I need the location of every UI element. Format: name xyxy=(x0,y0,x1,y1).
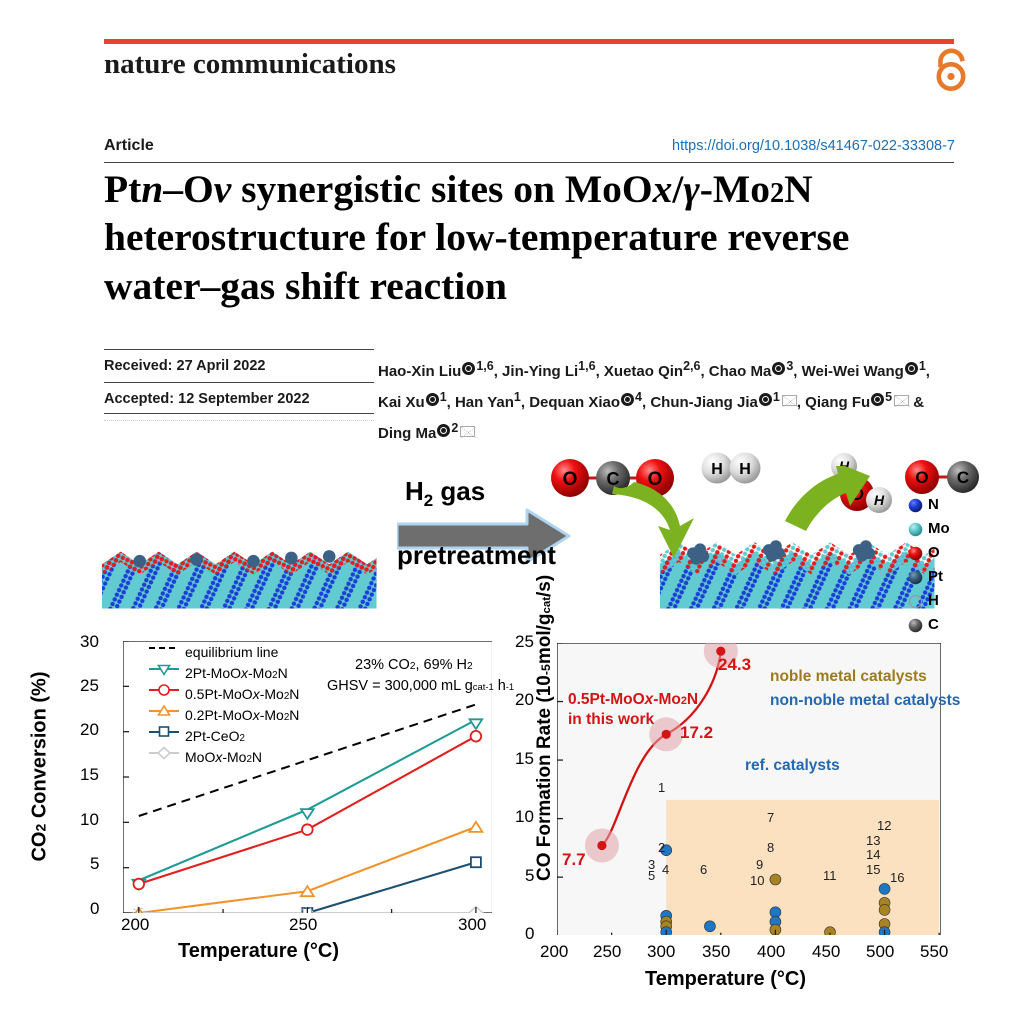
svg-text:O: O xyxy=(563,469,578,490)
svg-text:H: H xyxy=(711,461,723,478)
svg-text:H: H xyxy=(874,492,885,508)
svg-text:C: C xyxy=(957,468,969,487)
svg-text:O: O xyxy=(915,468,928,487)
svg-text:H: H xyxy=(739,461,751,478)
